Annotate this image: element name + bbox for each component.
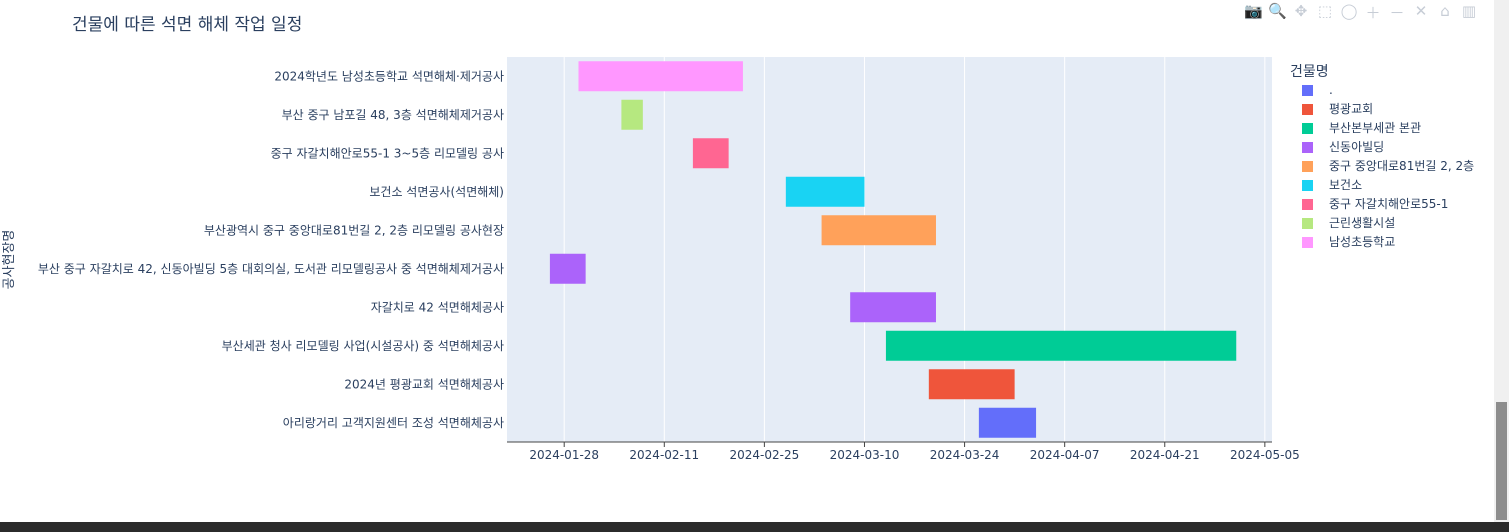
task-bar: [850, 292, 936, 323]
zoom-icon[interactable]: 🔍: [1268, 2, 1287, 20]
x-tick-label: 2024-02-25: [730, 448, 800, 462]
x-tick-label: 2024-02-11: [629, 448, 699, 462]
task-bar: [578, 61, 743, 92]
autoscale-icon[interactable]: ✕: [1414, 2, 1428, 20]
x-tick-label: 2024-01-28: [529, 448, 599, 462]
legend-item: 신동아빌딩: [1329, 140, 1384, 154]
y-tick-label: 부산 중구 자갈치로 42, 신동아빌딩 5층 대회의실, 도서관 리모델링공사…: [38, 262, 504, 276]
legend-swatch: [1302, 218, 1313, 229]
legend-item: 중구 자갈치해안로55-1: [1329, 197, 1448, 211]
task-bar: [785, 176, 865, 207]
task-bar: [978, 407, 1037, 438]
legend-title: 건물명: [1290, 64, 1329, 80]
y-tick-label: 자갈치로 42 석면해체공사: [371, 300, 504, 314]
home-icon[interactable]: ⌂: [1440, 2, 1450, 20]
box-select-icon[interactable]: ⬚: [1317, 2, 1333, 20]
x-tick-label: 2024-04-21: [1130, 448, 1200, 462]
zoom-in-icon[interactable]: ＋: [1365, 4, 1381, 22]
task-bar: [821, 215, 936, 246]
bottom-bar: [0, 522, 1509, 532]
legend-swatch: [1302, 104, 1313, 115]
y-tick-label: 2024학년도 남성초등학교 석면해체·제거공사: [274, 69, 504, 83]
scrollbar-thumb[interactable]: [1496, 402, 1507, 520]
task-bar: [549, 253, 586, 284]
y-tick-label: 2024년 평광교회 석면해체공사: [344, 377, 504, 391]
legend-item: .: [1329, 83, 1333, 97]
x-tick-label: 2024-03-24: [930, 448, 1000, 462]
camera-icon[interactable]: 📷: [1244, 2, 1263, 20]
y-tick-label: 부산광역시 중구 중앙대로81번길 2, 2층 리모델링 공사현장: [204, 223, 504, 237]
y-tick-label: 부산세관 청사 리모델링 사업(시설공사) 중 석면해체공사: [222, 339, 504, 353]
y-tick-label: 중구 자갈치해안로55-1 3~5층 리모델링 공사: [271, 146, 504, 160]
legend-swatch: [1302, 199, 1313, 210]
legend-item: 근린생활시설: [1329, 216, 1395, 230]
gantt-chart: 2024-01-28 2024-02-11 2024-02-25 2024-03-10…: [2, 57, 1474, 462]
lasso-select-icon[interactable]: ◯: [1340, 2, 1358, 20]
y-axis-title: 공사현장명: [2, 230, 17, 290]
task-bar: [928, 369, 1015, 400]
x-tick-label: 2024-04-07: [1030, 448, 1100, 462]
chart-title: 건물에 따른 석면 해체 작업 일정: [72, 15, 303, 35]
pan-icon[interactable]: ✥: [1294, 2, 1308, 20]
legend-item: 평광교회: [1329, 102, 1373, 116]
y-tick-label: 아리랑거리 고객지원센터 조성 석면해체공사: [283, 416, 504, 430]
vertical-scrollbar[interactable]: [1494, 0, 1509, 522]
x-tick-label: 2024-03-10: [830, 448, 900, 462]
task-bar: [885, 330, 1237, 361]
legend-item: 중구 중앙대로81번길 2, 2층: [1329, 159, 1474, 173]
zoom-out-icon[interactable]: －: [1389, 4, 1405, 22]
modebar: 📷 🔍 ✥ ⬚ ◯ ＋ － ✕ ⌂ ▥: [1244, 2, 1478, 23]
legend-swatch: [1302, 85, 1313, 96]
y-tick-label: 보건소 석면공사(석면해체): [369, 185, 504, 199]
task-bar: [692, 138, 729, 169]
legend-swatch: [1302, 237, 1313, 248]
y-tick-label: 부산 중구 남포길 48, 3층 석면해체제거공사: [282, 108, 504, 122]
chart-area: 건물에 따른 석면 해체 작업 일정 📷 🔍 ✥ ⬚ ◯ ＋ － ✕ ⌂ ▥ 2024-01-28…: [2, 2, 1478, 462]
legend-item: 보건소: [1329, 178, 1362, 192]
legend-swatch: [1302, 142, 1313, 153]
x-tick-label: 2024-05-05: [1230, 448, 1300, 462]
plotly-logo-icon[interactable]: ▥: [1461, 2, 1477, 20]
legend-item: 남성초등학교: [1329, 235, 1395, 249]
legend-swatch: [1302, 161, 1313, 172]
legend-item: 부산본부세관 본관: [1329, 121, 1421, 135]
legend-swatch: [1302, 180, 1313, 191]
legend-swatch: [1302, 123, 1313, 134]
task-bar: [621, 99, 643, 130]
